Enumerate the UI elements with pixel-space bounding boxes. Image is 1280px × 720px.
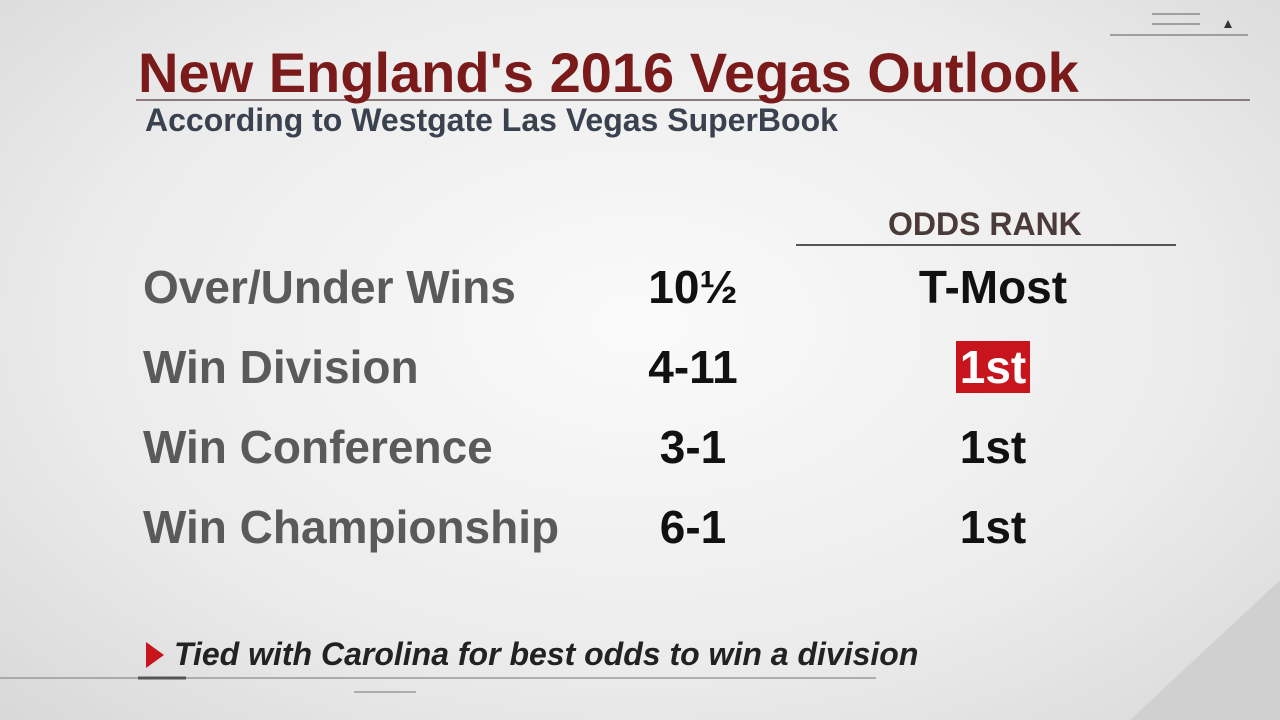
odds: 6-1	[659, 501, 727, 553]
odds-rank: 1st	[959, 421, 1027, 473]
odds-rank: 1st	[893, 340, 1093, 394]
odds: 3-1	[659, 421, 727, 473]
subtitle: According to Westgate Las Vegas SuperBoo…	[145, 102, 838, 138]
row-label: Win Championship	[143, 501, 560, 553]
highlight: 1st	[955, 341, 1031, 393]
title: New England's 2016 Vegas Outlook	[138, 41, 1079, 104]
row-label: Win Division	[143, 341, 419, 393]
footnote: Tied with Carolina for best odds to win …	[174, 636, 919, 672]
odds: 10½	[648, 261, 738, 313]
row-label: Win Conference	[143, 421, 493, 473]
odds-rank: T-Most	[918, 261, 1068, 313]
row-label: Over/Under Wins	[143, 261, 516, 313]
column-header: ODDS RANK	[888, 206, 1082, 242]
odds: 4-11	[648, 341, 738, 393]
odds-rank: 1st	[959, 501, 1027, 553]
